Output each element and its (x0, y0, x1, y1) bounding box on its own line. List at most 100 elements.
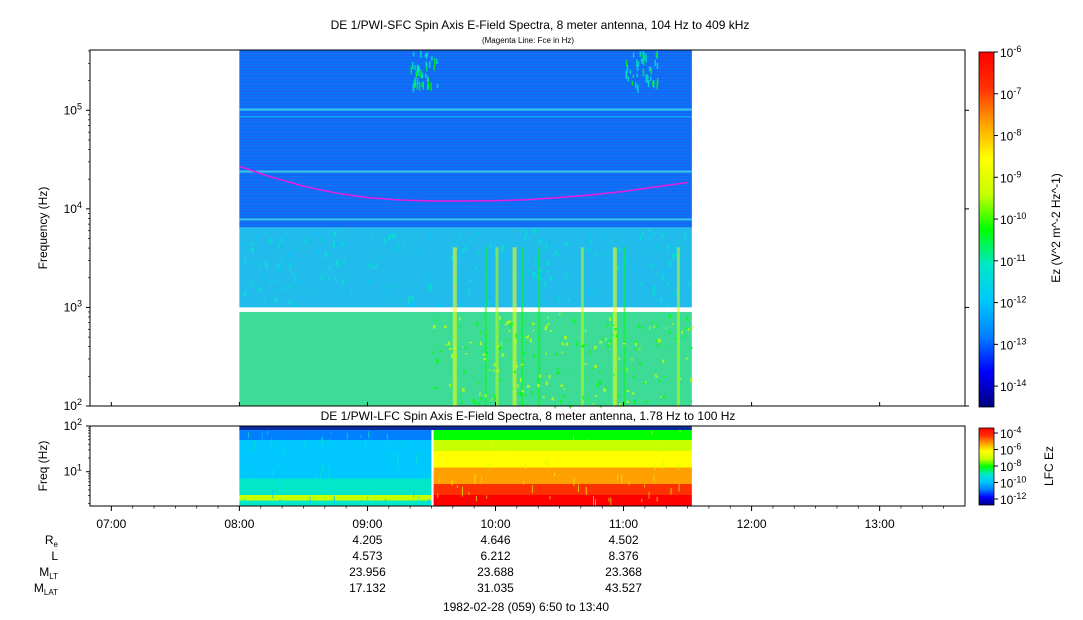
lfc-speck (585, 486, 587, 496)
lfc-speck (475, 496, 477, 502)
sfc-speck (454, 229, 458, 234)
sfc-speck (657, 343, 659, 347)
sfc-speck (462, 346, 464, 349)
sfc-speck (298, 279, 301, 286)
ephemeris-value: 4.205 (352, 533, 382, 547)
sfc-speck (469, 341, 472, 344)
sfc-streak (676, 247, 680, 406)
sfc-colorbar-tick-label: 10-6 (1000, 44, 1021, 60)
sfc-speck (283, 237, 287, 239)
sfc-speck (244, 261, 247, 265)
sfc-stripe (239, 65, 692, 67)
sfc-speck (588, 287, 590, 293)
lfc-speck (267, 431, 269, 435)
sfc-speck (390, 300, 393, 303)
sfc-speck (521, 390, 525, 393)
sfc-stripe (239, 221, 692, 223)
sfc-hiss (411, 61, 414, 70)
lfc-speck (385, 498, 387, 502)
sfc-speck (569, 404, 572, 409)
sfc-speck (408, 296, 411, 303)
sfc-speck (264, 298, 266, 305)
lfc-cell-active (433, 445, 692, 452)
sfc-speck (244, 256, 247, 259)
sfc-speck (433, 387, 437, 389)
sfc-speck (665, 287, 667, 290)
sfc-speck (427, 284, 430, 289)
sfc-speck (496, 369, 500, 373)
sfc-hiss (656, 81, 658, 90)
ephemeris-value: 31.035 (477, 581, 514, 595)
sfc-colorbar-tick-label: 10-13 (1000, 336, 1026, 352)
sfc-speck (550, 289, 554, 292)
sfc-stripe (239, 197, 692, 199)
sfc-speck (657, 338, 661, 343)
lfc-speck (641, 498, 643, 502)
lfc-speck (503, 448, 505, 458)
sfc-speck (652, 291, 656, 297)
sfc-speck (650, 242, 653, 244)
sfc-speck (510, 322, 514, 326)
sfc-speck (349, 305, 351, 308)
lfc-speck (476, 445, 478, 450)
lfc-speck (461, 486, 463, 497)
sfc-streak (580, 247, 584, 406)
sfc-speck (583, 343, 586, 347)
sfc-speck (532, 355, 535, 358)
sfc-colorbar-tick-label: 10-14 (1000, 378, 1026, 394)
sfc-speck (638, 362, 642, 365)
lfc-cell-active (433, 478, 692, 485)
sfc-speck (538, 346, 541, 349)
sfc-speck (690, 326, 694, 328)
lfc-speck (360, 435, 362, 439)
sfc-speck (669, 261, 672, 267)
lfc-speck (616, 475, 618, 481)
sfc-speck (595, 394, 598, 397)
lfc-speck (409, 448, 411, 452)
sfc-hiss (629, 69, 632, 74)
sfc-speck (674, 337, 677, 340)
sfc-speck (539, 374, 542, 378)
sfc-speck (377, 306, 379, 308)
sfc-hiss (627, 76, 630, 82)
sfc-speck (476, 232, 479, 235)
lfc-speck (678, 483, 680, 492)
sfc-stripe (239, 134, 692, 136)
sfc-speck (388, 235, 391, 240)
sfc-speck (280, 259, 284, 263)
sfc-speck (667, 282, 670, 287)
sfc-speck (462, 248, 465, 254)
sfc-speck (554, 251, 558, 254)
lfc-plot-border (89, 425, 966, 507)
lfc-speck (368, 431, 370, 439)
lfc-speck (321, 436, 323, 446)
lfc-x-tick-label: 10:00 (480, 517, 510, 531)
sfc-speck (505, 339, 508, 341)
sfc-speck (490, 233, 492, 237)
ephemeris-row-label: L (51, 549, 58, 563)
sfc-stripe (239, 152, 692, 154)
sfc-speck (504, 323, 508, 326)
sfc-speck (463, 346, 466, 349)
sfc-hiss (636, 73, 639, 78)
sfc-speck (251, 248, 255, 253)
sfc-hiss (653, 79, 655, 89)
sfc-speck (478, 401, 481, 404)
sfc-y-tick-label: 105 (64, 101, 82, 117)
lfc-speck (547, 461, 549, 469)
sfc-speck (371, 236, 373, 240)
sfc-speck (684, 244, 687, 248)
sfc-speck (641, 326, 643, 330)
sfc-speck (484, 347, 487, 349)
sfc-speck (523, 236, 527, 240)
sfc-speck (549, 330, 553, 332)
sfc-streak (521, 247, 524, 406)
sfc-speck (655, 376, 659, 378)
sfc-speck (464, 369, 466, 371)
lfc-colorbar-tick-label: 10-8 (1000, 458, 1021, 474)
lfc-x-tick-label: 08:00 (224, 517, 254, 531)
sfc-speck (343, 258, 345, 265)
sfc-speck (673, 293, 676, 298)
sfc-speck (687, 328, 690, 331)
sfc-speck (529, 253, 533, 256)
